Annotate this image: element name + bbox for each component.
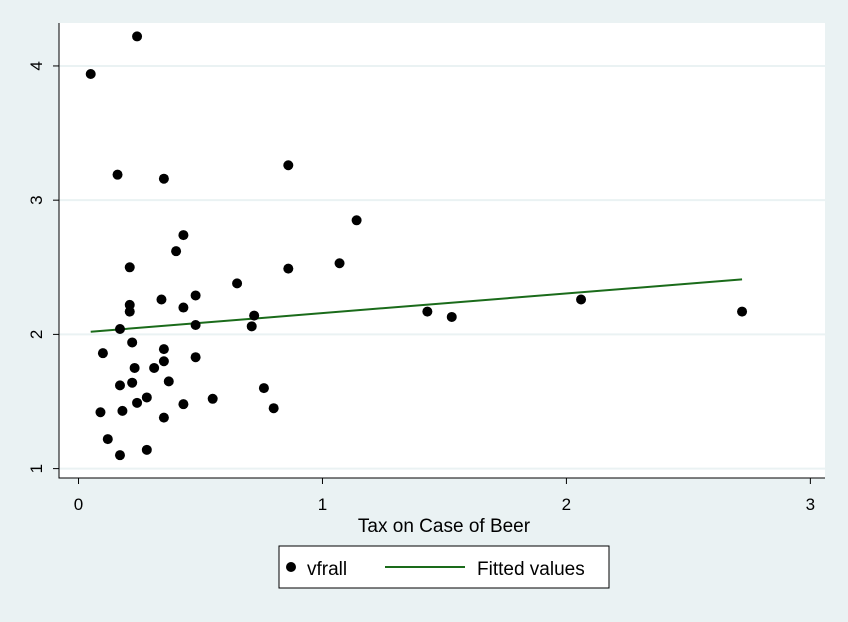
data-point: [190, 319, 201, 330]
x-tick-label: 0: [74, 495, 83, 514]
data-point: [178, 230, 189, 241]
data-point: [190, 290, 201, 301]
data-point: [114, 324, 125, 335]
data-point: [258, 383, 269, 394]
y-tick-label: 1: [27, 464, 46, 473]
data-point: [129, 362, 140, 373]
data-point: [127, 377, 138, 388]
data-point: [95, 407, 106, 418]
x-tick-label: 3: [806, 495, 815, 514]
data-point: [124, 262, 135, 273]
data-point: [246, 321, 257, 332]
data-point: [127, 337, 138, 348]
legend: vfrall Fitted values: [278, 545, 610, 589]
axes: 1 2 3 4 0 1 2 3: [27, 23, 825, 514]
x-tick-label: 2: [562, 495, 571, 514]
data-point: [178, 302, 189, 313]
data-point: [178, 399, 189, 410]
data-point: [158, 173, 169, 184]
legend-label-vfrall: vfrall: [307, 559, 347, 580]
data-point: [149, 362, 160, 373]
data-point: [207, 393, 218, 404]
data-point: [576, 294, 587, 305]
data-point: [141, 392, 152, 403]
data-point: [97, 348, 108, 359]
data-point: [132, 397, 143, 408]
data-point: [141, 444, 152, 455]
data-point: [114, 450, 125, 461]
data-point: [156, 294, 167, 305]
data-point: [190, 352, 201, 363]
y-tick-label: 2: [27, 330, 46, 339]
data-points: [85, 31, 748, 461]
x-tick-label: 1: [318, 495, 327, 514]
legend-label-fitted: Fitted values: [477, 559, 585, 580]
data-point: [232, 278, 243, 289]
data-point: [334, 258, 345, 269]
data-point: [422, 306, 433, 317]
y-tick-label: 3: [27, 195, 46, 204]
data-point: [268, 403, 279, 414]
data-point: [737, 306, 748, 317]
x-axis-title: Tax on Case of Beer: [358, 516, 531, 537]
legend-marker-vfrall: [286, 562, 296, 572]
data-point: [117, 405, 128, 416]
data-point: [249, 310, 260, 321]
data-point: [158, 344, 169, 355]
data-point: [351, 215, 362, 226]
gridlines: [59, 64, 825, 470]
data-point: [163, 376, 174, 387]
y-tick-label: 4: [27, 61, 46, 70]
data-point: [112, 169, 123, 180]
data-point: [132, 31, 143, 42]
data-point: [283, 160, 294, 171]
data-point: [158, 356, 169, 367]
data-point: [283, 263, 294, 274]
data-point: [171, 246, 182, 257]
data-point: [124, 306, 135, 317]
data-point: [114, 380, 125, 391]
data-point: [158, 412, 169, 423]
data-point: [102, 434, 113, 445]
data-point: [85, 69, 96, 80]
data-point: [446, 311, 457, 322]
